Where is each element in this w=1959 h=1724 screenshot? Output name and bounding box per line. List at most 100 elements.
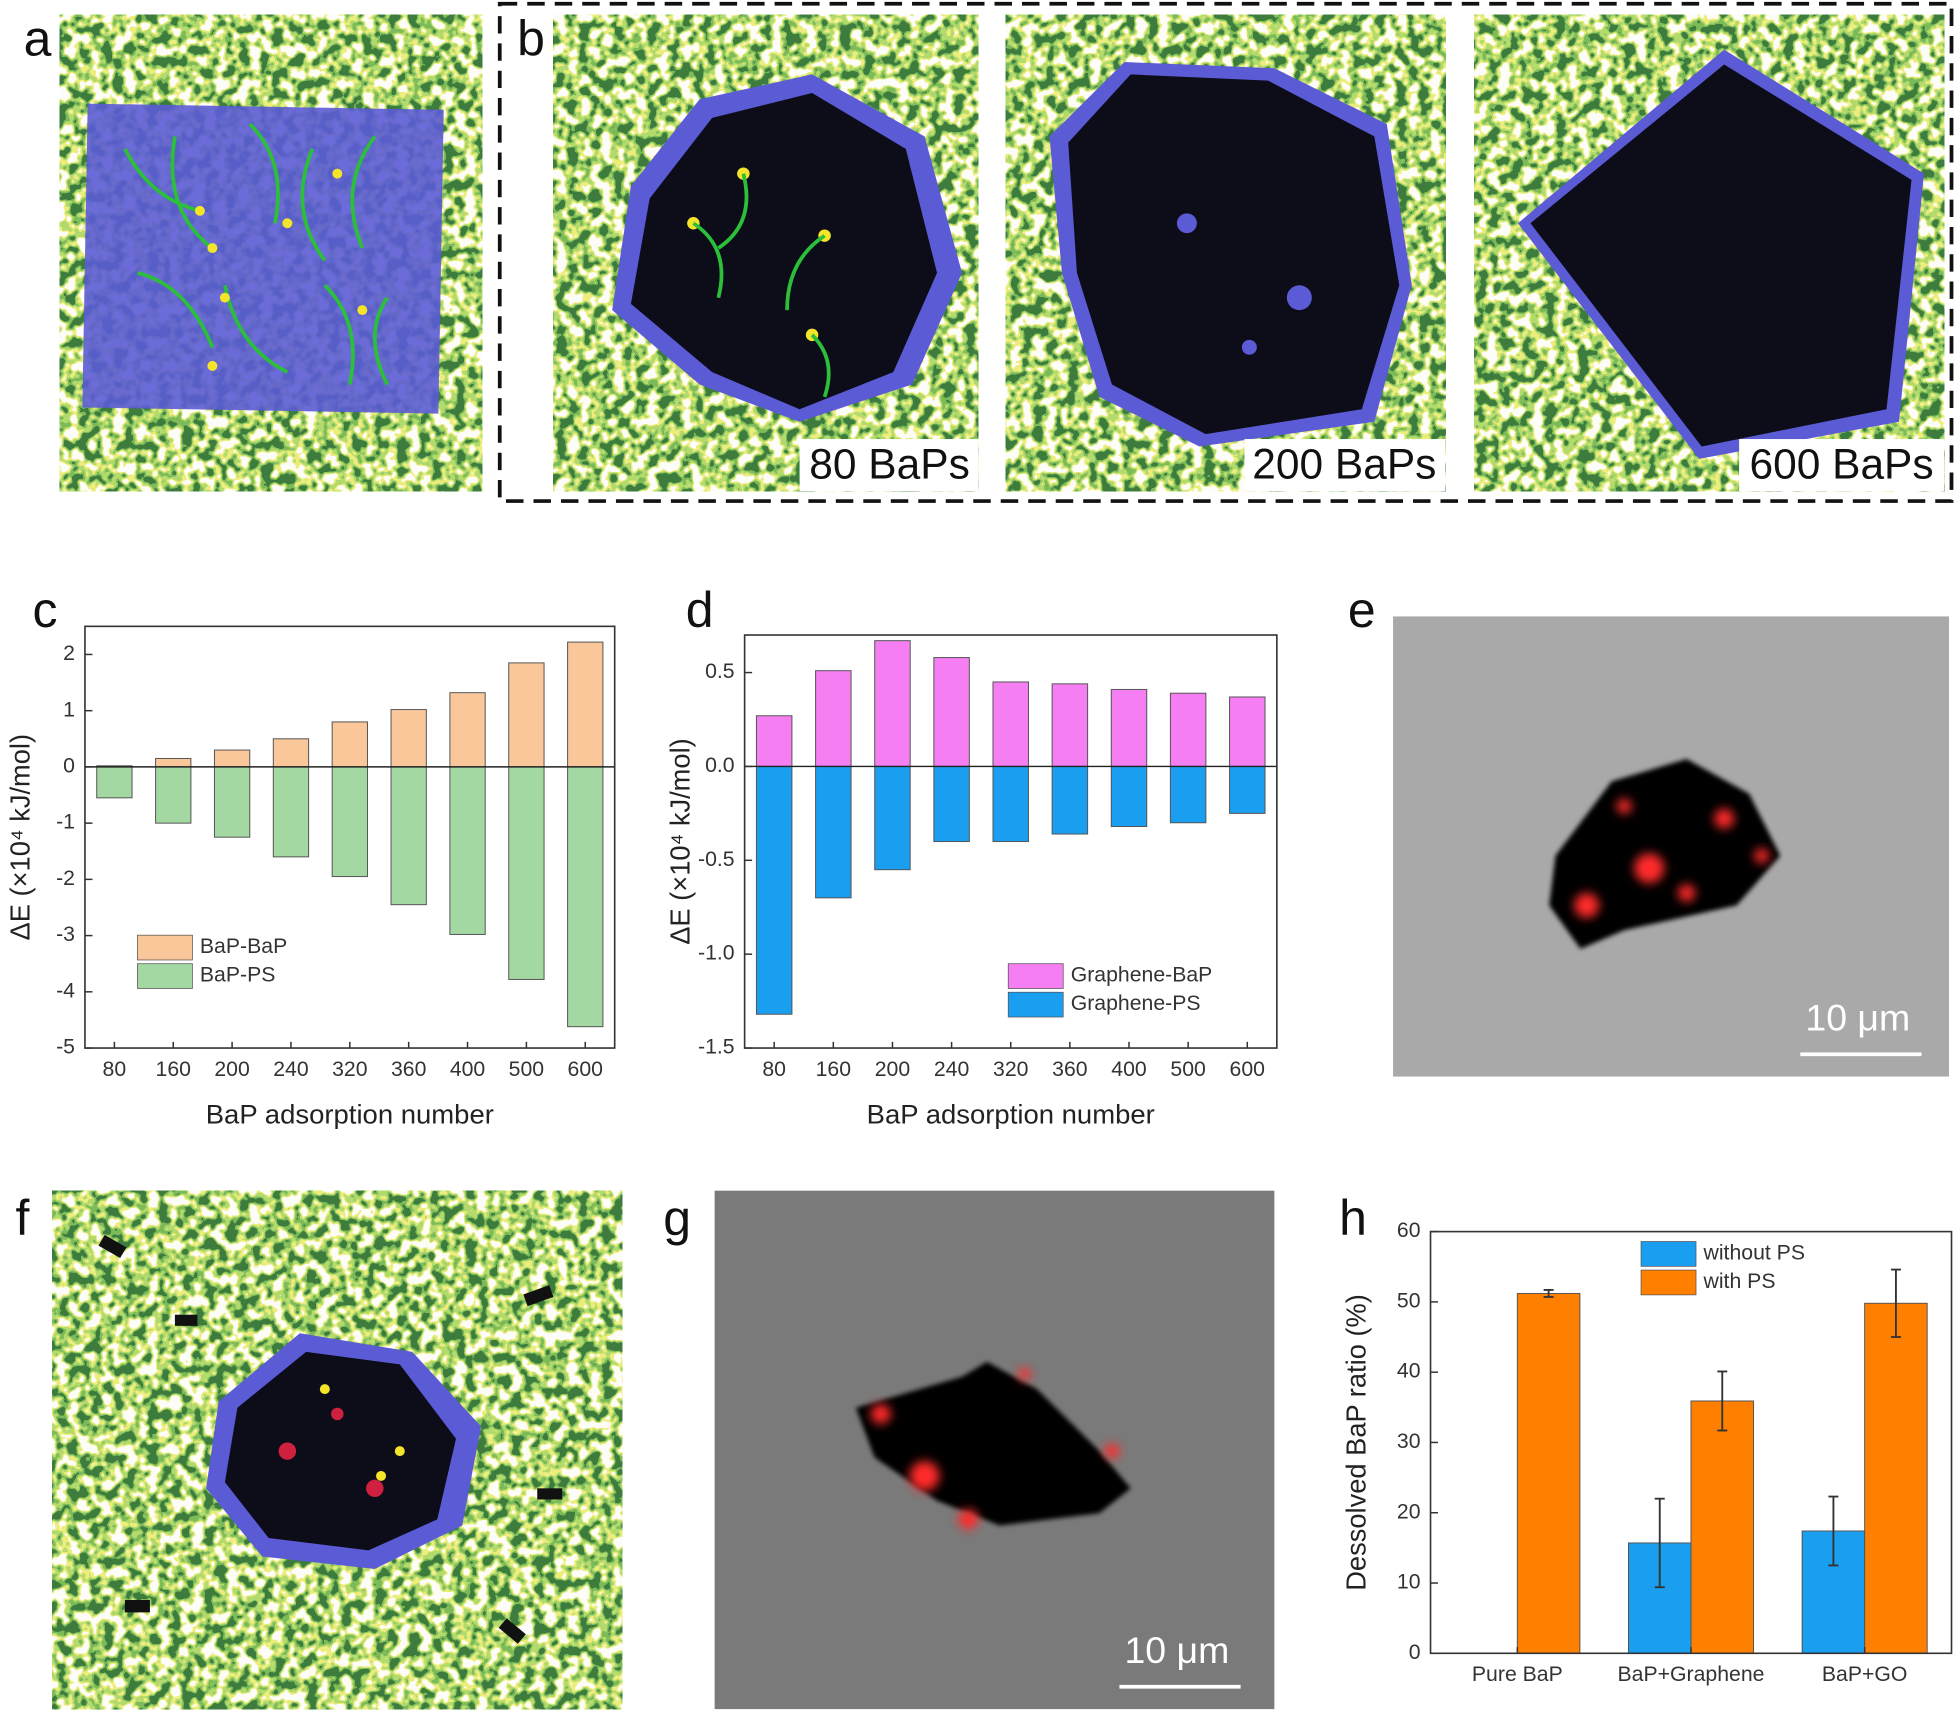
x-tick-label: 200 — [875, 1058, 910, 1081]
bar — [390, 766, 427, 906]
y-tick-label: 20 — [1397, 1500, 1421, 1523]
bar — [992, 765, 1029, 843]
bar — [815, 670, 852, 767]
x-tick-label: 600 — [568, 1058, 603, 1081]
bar — [567, 766, 604, 1028]
y-tick-label: 2 — [63, 642, 75, 665]
caption: 600 BaPs — [1749, 441, 1933, 488]
x-tick-label: 200 — [214, 1058, 249, 1081]
md-snapshot — [553, 14, 979, 492]
md-snapshot — [1474, 14, 1945, 492]
y-axis-title: Dessolved BaP ratio (%) — [1340, 1294, 1371, 1591]
legend-label: with PS — [1703, 1270, 1776, 1293]
x-tick-label: 600 — [1230, 1058, 1265, 1081]
x-tick-label: 240 — [934, 1058, 969, 1081]
x-tick-label: 500 — [1170, 1058, 1205, 1081]
y-axis-title: ΔE (×10⁴ kJ/mol) — [5, 734, 36, 941]
x-tick-label: 160 — [156, 1058, 191, 1081]
panel-label: h — [1339, 1190, 1367, 1246]
x-tick-label: 320 — [332, 1058, 367, 1081]
bar — [508, 662, 545, 768]
bar — [1169, 765, 1207, 824]
legend-label: BaP-PS — [200, 964, 276, 987]
panel-label: c — [32, 582, 57, 638]
x-tick-label: 500 — [509, 1058, 544, 1081]
bar — [1690, 1400, 1755, 1654]
y-tick-label: -1 — [56, 811, 75, 834]
x-tick-label: 400 — [1111, 1058, 1146, 1081]
x-tick-label: 240 — [273, 1058, 308, 1081]
bar — [1051, 683, 1089, 767]
bar — [331, 766, 368, 878]
bar — [815, 765, 852, 899]
scale-bar-label: 10 μm — [1805, 997, 1910, 1039]
bar — [1051, 765, 1089, 835]
y-tick-label: 40 — [1397, 1360, 1421, 1383]
y-tick-label: 1 — [63, 698, 75, 721]
plot-frame — [743, 634, 1278, 1049]
caption: 200 BaPs — [1252, 441, 1436, 488]
bar — [1229, 696, 1266, 767]
bar — [992, 681, 1029, 767]
bar — [1229, 765, 1266, 814]
bar — [155, 766, 192, 824]
plot-frame — [84, 625, 616, 1049]
bar — [1110, 688, 1148, 767]
bar — [1864, 1302, 1928, 1654]
bar — [96, 766, 133, 799]
x-tick-label: BaP+GO — [1822, 1663, 1908, 1686]
legend-swatch — [1007, 991, 1064, 1018]
panel-label: e — [1348, 582, 1376, 638]
y-tick-label: -0.5 — [698, 848, 735, 871]
legend-label: Graphene-BaP — [1071, 964, 1213, 987]
y-tick-label: 50 — [1397, 1290, 1421, 1313]
x-tick-label: 80 — [103, 1058, 127, 1081]
x-tick-label: 400 — [450, 1058, 485, 1081]
bar — [874, 765, 911, 871]
y-tick-label: -1.5 — [698, 1036, 735, 1059]
bar — [213, 766, 251, 838]
legend-swatch — [1640, 1269, 1697, 1296]
bar — [272, 738, 310, 768]
x-tick-label: Pure BaP — [1472, 1663, 1563, 1686]
y-axis-title: ΔE (×10⁴ kJ/mol) — [664, 738, 695, 945]
bar — [390, 709, 427, 768]
x-axis-title: BaP adsorption number — [206, 1099, 494, 1130]
bar — [155, 757, 192, 768]
bar — [933, 657, 970, 767]
legend-swatch — [1640, 1241, 1697, 1267]
y-tick-label: 60 — [1397, 1219, 1421, 1242]
panel-label: f — [16, 1190, 30, 1246]
bar — [1516, 1292, 1581, 1654]
x-tick-label: 80 — [762, 1058, 786, 1081]
scale-bar-label: 10 μm — [1124, 1629, 1229, 1671]
panel-label: b — [517, 10, 545, 66]
md-snapshot — [59, 14, 483, 492]
bar — [272, 766, 310, 858]
y-tick-label: -4 — [56, 979, 75, 1002]
y-tick-label: -5 — [56, 1036, 75, 1059]
bar — [1110, 765, 1148, 828]
x-tick-label: BaP+Graphene — [1618, 1663, 1765, 1686]
panel-label: a — [24, 10, 52, 66]
bar — [874, 640, 911, 767]
y-tick-label: 0 — [63, 755, 75, 778]
md-snapshot — [52, 1190, 623, 1710]
legend-label: Graphene-PS — [1071, 992, 1201, 1015]
md-snapshot — [1005, 14, 1446, 492]
y-tick-label: -2 — [56, 867, 75, 890]
y-tick-label: 0.5 — [705, 660, 735, 683]
legend-swatch — [137, 934, 193, 961]
micrograph — [1393, 616, 1950, 1077]
caption-boxes — [799, 439, 1945, 492]
panel-label: d — [686, 582, 714, 638]
legend-swatch — [137, 963, 193, 989]
bar — [755, 765, 793, 1015]
bar — [933, 765, 970, 843]
y-tick-label: 10 — [1397, 1571, 1421, 1594]
y-tick-label: 30 — [1397, 1430, 1421, 1453]
legend-label: BaP-BaP — [200, 935, 287, 958]
y-tick-label: 0.0 — [705, 754, 735, 777]
dashed-frame — [497, 1, 1954, 503]
legend-label: without PS — [1703, 1242, 1806, 1265]
